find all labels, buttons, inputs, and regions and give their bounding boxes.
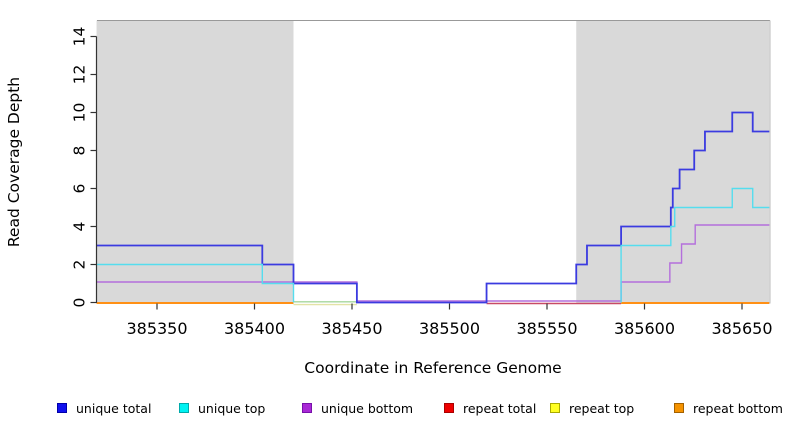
legend-item-unique-bottom: unique bottom [302, 400, 414, 416]
x-tick-label: 385350 [126, 319, 187, 338]
y-tick-label: 4 [71, 222, 89, 232]
shaded-region-1 [576, 20, 770, 304]
legend-item-repeat-top: repeat top [550, 400, 635, 416]
legend-item-unique-top: unique top [179, 400, 266, 416]
legend-swatch-unique-top [179, 403, 189, 413]
legend-label: unique bottom [321, 400, 414, 416]
y-tick-label: 0 [71, 298, 89, 308]
y-tick-label: 10 [71, 103, 89, 123]
x-tick-label: 385650 [711, 319, 772, 338]
legend-label: unique total [76, 400, 152, 416]
legend-label: unique top [198, 400, 266, 416]
x-tick-label: 385400 [224, 319, 285, 338]
legend-swatch-repeat-bottom [674, 403, 684, 413]
legend-swatch-repeat-top [550, 403, 560, 413]
y-tick-label: 8 [71, 146, 89, 156]
legend-label: repeat top [569, 400, 635, 416]
y-axis-title: Read Coverage Depth [5, 76, 23, 248]
x-tick-label: 385450 [321, 319, 382, 338]
legend-item-repeat-total: repeat total [444, 400, 537, 416]
y-tick-label: 14 [71, 27, 89, 47]
legend-swatch-unique-total [57, 403, 67, 413]
legend-label: repeat total [463, 400, 537, 416]
y-tick-label: 12 [71, 65, 89, 85]
legend-label: repeat bottom [693, 400, 783, 416]
x-tick-label: 385550 [516, 319, 577, 338]
y-tick-label: 6 [71, 184, 89, 194]
legend-item-repeat-bottom: repeat bottom [674, 400, 783, 416]
x-tick-label: 385500 [419, 319, 480, 338]
shaded-region-0 [96, 20, 294, 304]
x-tick-label: 385600 [614, 319, 675, 338]
legend-swatch-unique-bottom [302, 403, 312, 413]
y-tick-label: 2 [71, 260, 89, 270]
legend-swatch-repeat-total [444, 403, 454, 413]
series-unique-top [96, 187, 770, 303]
series-unique-total [96, 111, 770, 304]
x-axis-title: Coordinate in Reference Genome [304, 359, 562, 377]
legend-item-unique-total: unique total [57, 400, 152, 416]
